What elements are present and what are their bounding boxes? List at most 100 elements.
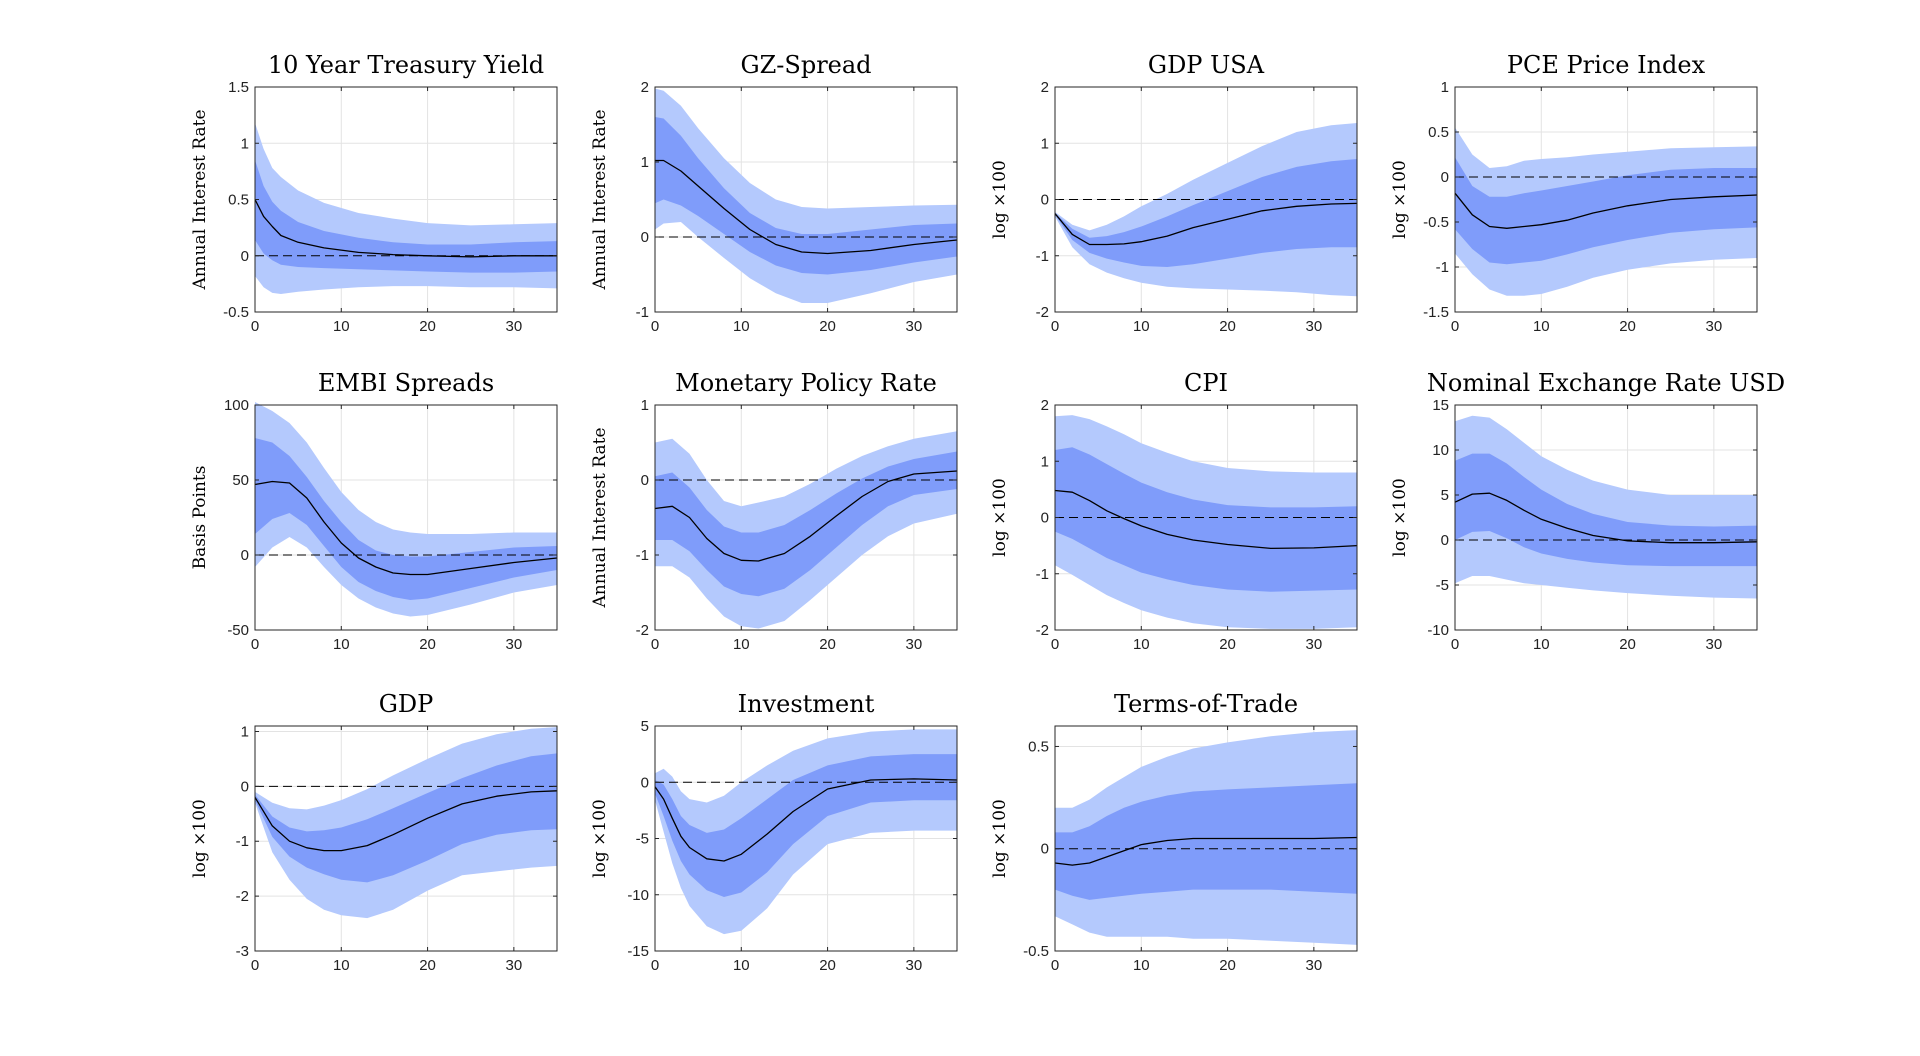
chart-title: EMBI Spreads (318, 369, 494, 397)
y-axis: -0.5 0 0.5 1 1.5 (223, 79, 557, 321)
x-tick-label: 0 (1051, 318, 1059, 335)
median-line (654, 470, 958, 562)
y-tick-label: 0 (1441, 169, 1449, 186)
y-tick-label: 0 (241, 547, 249, 564)
y-tick-label: -1 (1036, 566, 1049, 583)
chart-title: GDP (379, 690, 434, 718)
y-axis: -50 0 50 100 (224, 397, 557, 639)
y-tick-label: -1 (1436, 259, 1449, 276)
y-tick-label: 1 (641, 397, 649, 414)
x-axis: 0 10 20 30 (1451, 405, 1722, 653)
x-tick-label: 10 (333, 636, 350, 653)
y-tick-label: 2 (1041, 79, 1049, 96)
inner-credible-band (1055, 783, 1357, 900)
y-tick-label: -15 (627, 943, 649, 960)
y-axis-label: log ×100 (590, 799, 610, 878)
y-tick-label: -0.5 (1023, 943, 1049, 960)
inner-credible-band (255, 160, 557, 273)
panel-9: 0 10 20 30 -3 -2 -1 0 1 GDP log ×100 (190, 690, 558, 974)
x-axis: 0 10 20 30 (651, 405, 922, 653)
y-tick-label: 1 (241, 723, 249, 740)
y-axis-label: log ×100 (990, 799, 1010, 878)
y-tick-label: 5 (1441, 487, 1449, 504)
y-tick-label: 0.5 (1028, 738, 1049, 755)
y-axis-label: Annual Interest Rate (590, 427, 610, 608)
inner-credible-band (1455, 453, 1757, 567)
inner-credible-band (655, 754, 957, 897)
median-line (655, 159, 958, 255)
y-tick-label: -1.5 (1423, 304, 1449, 321)
median-line (1454, 492, 1758, 544)
x-tick-label: 10 (733, 957, 750, 974)
panel-1: 0 10 20 30-0.500.511.510 Year Treasury Yiel… (190, 51, 558, 335)
inner-credible-band (655, 451, 957, 597)
median-line (1054, 836, 1358, 866)
axes-box (654, 404, 958, 631)
x-tick-label: 20 (419, 957, 436, 974)
y-tick-label: 15 (1432, 397, 1449, 414)
axes-box (1454, 404, 1758, 631)
x-tick-label: 20 (819, 636, 836, 653)
x-tick-label: 30 (906, 957, 923, 974)
y-tick-label: -50 (227, 622, 249, 639)
axes-box (254, 404, 558, 631)
y-axis-label: log ×100 (1390, 478, 1410, 557)
panel-10: 0 10 20 30 -15 -10 -5 0 5 Investment log ×100 (590, 690, 958, 974)
x-tick-label: 0 (1451, 318, 1459, 335)
x-tick-label: 30 (1306, 318, 1323, 335)
y-axis: -2 -1 0 1 2 (1036, 397, 1357, 639)
y-tick-label: -1 (236, 833, 249, 850)
x-tick-label: 0 (651, 957, 659, 974)
y-tick-label: 0 (241, 248, 249, 265)
chart-title: CPI (1184, 369, 1228, 397)
median-line (254, 199, 557, 258)
y-tick-label: 5 (641, 718, 649, 735)
x-tick-label: 10 (1533, 318, 1550, 335)
median-line (254, 790, 558, 852)
inner-credible-band (1055, 447, 1357, 592)
median-line (1054, 202, 1358, 246)
panel-6: 0 10 20 30 -2 -1 0 1 Monetary Policy Rate Annual … (590, 369, 958, 653)
y-tick-label: 1 (1441, 79, 1449, 96)
panel-3: 0 10 20 30 -2 -1 0 1 2 GDP USA log ×100 (990, 51, 1358, 335)
inner-credible-band (1055, 159, 1357, 267)
y-tick-label: -5 (636, 831, 649, 848)
y-tick-label: -2 (236, 888, 249, 905)
x-tick-label: 10 (1133, 318, 1150, 335)
inner-credible-band (655, 117, 957, 275)
x-tick-label: 0 (251, 318, 259, 335)
y-tick-label: -3 (236, 943, 249, 960)
axes-box (1054, 725, 1358, 952)
y-tick-label: -10 (1427, 622, 1449, 639)
x-tick-label: 10 (333, 318, 350, 335)
y-tick-label: 0 (641, 774, 649, 791)
y-axis-label: Annual Interest Rate (590, 109, 610, 290)
y-axis-label: Annual Interest Rate (190, 109, 210, 290)
chart-title: Nominal Exchange Rate USD (1427, 369, 1785, 397)
y-axis-label: log ×100 (190, 799, 210, 878)
median-line (1054, 489, 1358, 550)
axes-box (1454, 86, 1758, 313)
y-tick-label: 0 (1041, 192, 1049, 209)
x-tick-label: 10 (333, 957, 350, 974)
y-tick-label: -2 (1036, 622, 1049, 639)
x-tick-label: 30 (906, 318, 923, 335)
y-tick-label: 2 (1041, 397, 1049, 414)
x-tick-label: 20 (419, 636, 436, 653)
x-tick-label: 30 (1706, 318, 1723, 335)
chart-title: Monetary Policy Rate (675, 369, 937, 397)
y-tick-label: -1 (636, 547, 649, 564)
chart-title: GZ-Spread (740, 51, 871, 79)
y-tick-label: 0.5 (228, 192, 249, 209)
x-tick-label: 10 (1133, 636, 1150, 653)
y-tick-label: -5 (1436, 577, 1449, 594)
y-tick-label: 2 (641, 79, 649, 96)
y-axis: -15 -10 -5 0 5 (627, 718, 957, 960)
x-axis: 0 10 20 30 (251, 405, 522, 653)
x-axis: 0 10 20 30 (1051, 405, 1322, 653)
x-tick-label: 30 (1306, 957, 1323, 974)
y-tick-label: 10 (1432, 442, 1449, 459)
